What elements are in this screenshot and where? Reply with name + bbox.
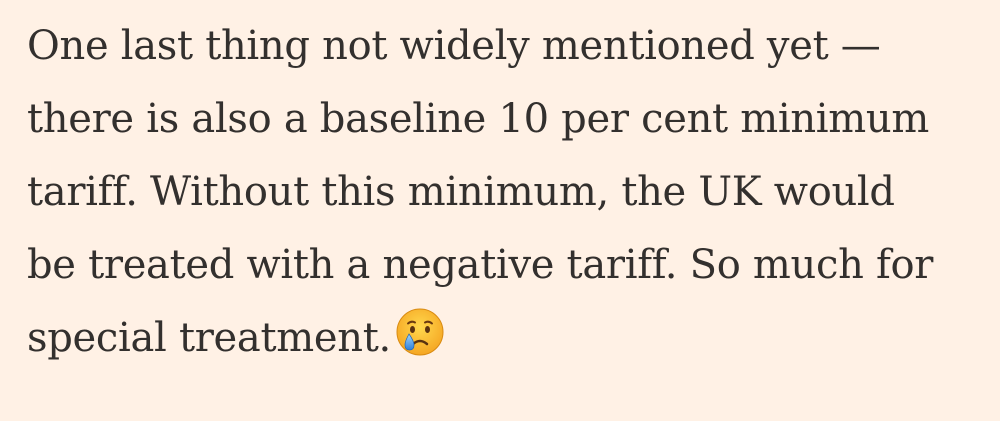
paragraph-line-1: One last thing not widely mentioned yet … — [27, 23, 881, 69]
paragraph-line-3: tariff. Without this minimum, the UK wou… — [27, 169, 895, 215]
paragraph-line-2: there is also a baseline 10 per cent min… — [27, 96, 930, 142]
article-paragraph: One last thing not widely mentioned yet … — [27, 10, 987, 375]
paragraph-line-5: special treatment. — [27, 302, 987, 375]
paragraph-line-4: be treated with a negative tariff. So mu… — [27, 242, 934, 288]
paragraph-line-5-text: special treatment. — [27, 315, 391, 361]
crying-face-icon — [396, 308, 444, 356]
